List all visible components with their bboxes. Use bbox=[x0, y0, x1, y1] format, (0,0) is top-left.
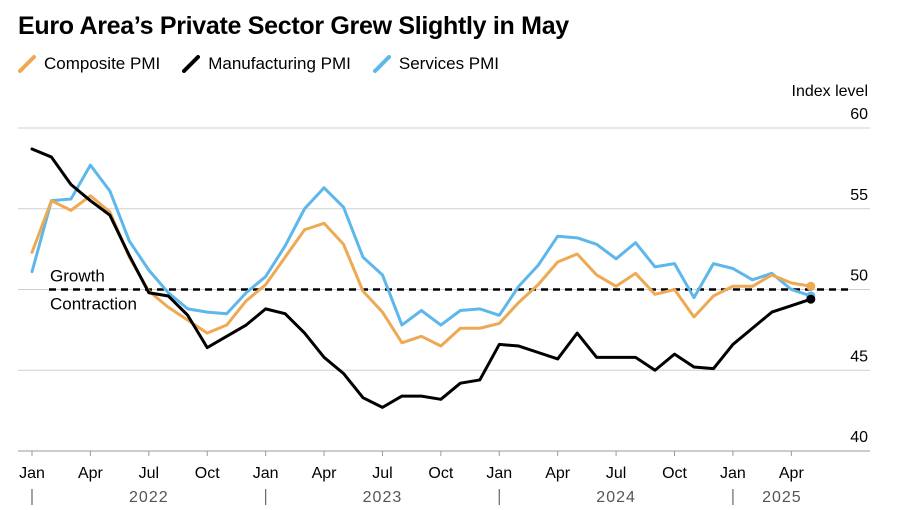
x-tick-label: Jan bbox=[19, 465, 45, 482]
y-tick-label: 60 bbox=[850, 106, 868, 123]
contraction-label: Contraction bbox=[50, 295, 137, 314]
series-line-services bbox=[30, 163, 813, 327]
y-tick-label: 40 bbox=[850, 429, 868, 446]
year-label: 2022 bbox=[129, 489, 169, 506]
x-tick-label: Jul bbox=[372, 465, 392, 482]
x-tick-label: Oct bbox=[662, 465, 687, 482]
x-tick-label: Apr bbox=[312, 465, 338, 482]
legend-label-services: Services PMI bbox=[398, 54, 500, 73]
chart-title: Euro Area’s Private Sector Grew Slightly… bbox=[18, 12, 569, 40]
x-tick-label: Jan bbox=[253, 465, 279, 482]
legend-item-services: Services PMI bbox=[372, 54, 500, 74]
x-tick-label: Apr bbox=[545, 465, 571, 482]
legend: Composite PMI Manufacturing PMI Services… bbox=[18, 54, 521, 74]
legend-label-manufacturing: Manufacturing PMI bbox=[208, 54, 351, 73]
x-tick-label: Jul bbox=[606, 465, 626, 482]
x-tick-label: Jan bbox=[486, 465, 512, 482]
legend-swatch-manufacturing bbox=[182, 55, 201, 73]
year-label: 2024 bbox=[596, 489, 636, 506]
growth-label: Growth bbox=[50, 267, 105, 286]
x-tick-label: Apr bbox=[779, 465, 805, 482]
year-label: 2023 bbox=[363, 489, 403, 506]
series-line-manufacturing bbox=[30, 147, 813, 409]
year-label: 2025 bbox=[762, 489, 802, 506]
y-axis-label: Index level bbox=[792, 83, 869, 100]
legend-item-manufacturing: Manufacturing PMI bbox=[182, 54, 351, 74]
legend-swatch-services bbox=[372, 55, 391, 73]
legend-item-composite: Composite PMI bbox=[18, 54, 160, 74]
x-tick-label: Jan bbox=[720, 465, 746, 482]
y-tick-label: 55 bbox=[850, 187, 868, 204]
x-tick-label: Apr bbox=[78, 465, 104, 482]
series-end-marker-composite bbox=[806, 281, 816, 291]
y-tick-label: 45 bbox=[850, 348, 868, 365]
legend-label-composite: Composite PMI bbox=[44, 54, 161, 73]
x-tick-label: Jul bbox=[139, 465, 159, 482]
x-tick-label: Oct bbox=[428, 465, 453, 482]
series-end-marker-manufacturing bbox=[806, 294, 816, 304]
legend-swatch-composite bbox=[18, 55, 36, 73]
series-line-composite bbox=[30, 194, 813, 348]
y-tick-label: 50 bbox=[850, 268, 868, 285]
x-tick-label: Oct bbox=[195, 465, 220, 482]
